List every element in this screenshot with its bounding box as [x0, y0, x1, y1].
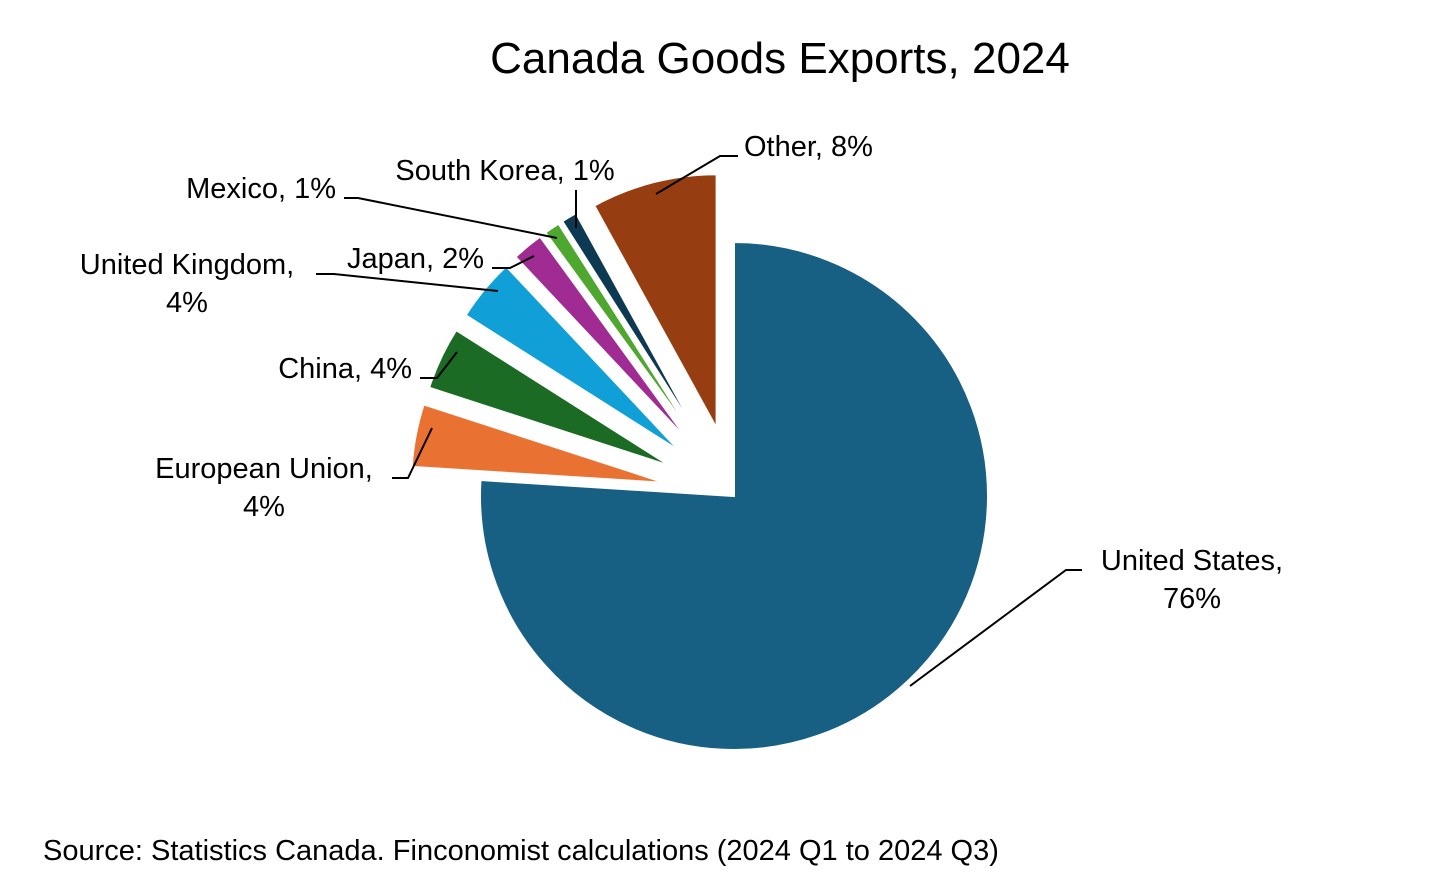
chart-title: Canada Goods Exports, 2024	[490, 34, 1070, 83]
data-label-japan: Japan, 2%	[347, 243, 484, 275]
pie-slice-china	[427, 328, 672, 468]
pie-slice-united-states	[479, 240, 989, 751]
leader-lines	[316, 155, 1082, 687]
leader-line-china	[420, 351, 458, 379]
data-label-other: Other, 8%	[744, 131, 873, 163]
data-label-united-kingdom: United Kingdom, 4%	[80, 249, 294, 319]
data-label-united-states: United States, 76%	[1101, 545, 1283, 615]
leader-line-united-states	[909, 569, 1082, 687]
leader-line-japan	[492, 255, 535, 269]
leader-line-mexico	[344, 197, 558, 239]
data-label-south-korea: South Korea, 1%	[395, 155, 614, 187]
data-label-china: China, 4%	[278, 353, 412, 385]
pie-slice-mexico	[543, 222, 696, 439]
leader-line-united-kingdom	[316, 273, 499, 292]
pie-slice-european-union	[410, 403, 666, 484]
pie-slice-japan	[514, 235, 691, 443]
data-label-european-union: European Union, 4%	[155, 453, 373, 523]
source-note: Source: Statistics Canada. Finconomist c…	[43, 835, 999, 867]
leader-line-other	[655, 155, 738, 195]
data-label-mexico: Mexico, 1%	[186, 173, 336, 205]
leader-line-european-union	[392, 427, 433, 479]
pie-slices	[410, 173, 989, 751]
data-labels: United States, 76% European Union, 4% China,…	[80, 131, 1283, 615]
pie-slice-other	[592, 173, 718, 429]
